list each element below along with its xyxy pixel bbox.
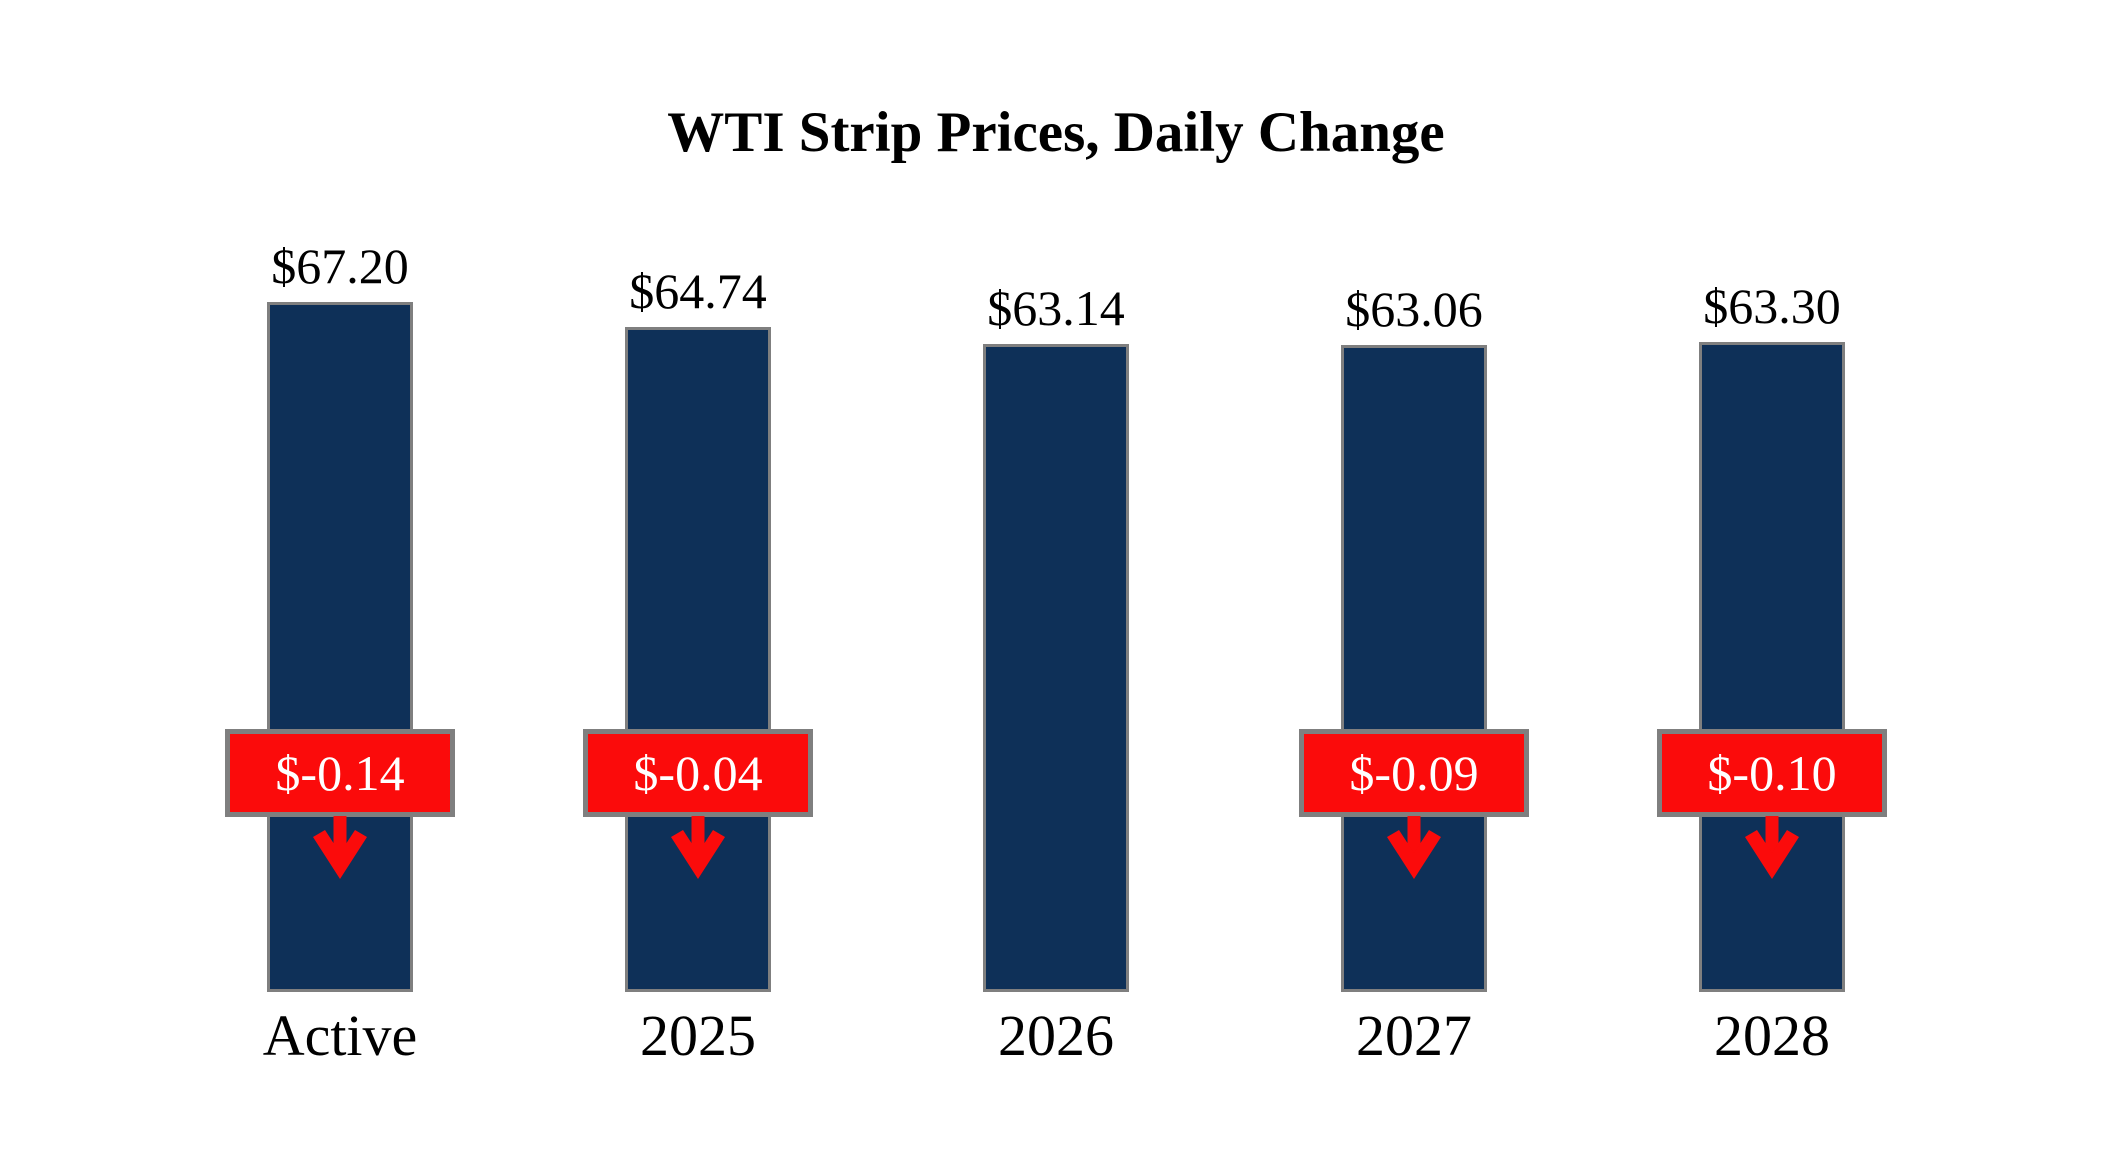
bar-2027 bbox=[1341, 345, 1487, 992]
daily-change-badge: $-0.04 bbox=[583, 729, 813, 817]
daily-change-badge: $-0.10 bbox=[1657, 729, 1887, 817]
down-arrow-icon bbox=[1387, 816, 1441, 879]
category-label-active: Active bbox=[262, 1003, 418, 1068]
bar-value-label: $64.74 bbox=[629, 263, 767, 319]
down-arrow-icon bbox=[1745, 816, 1799, 879]
bar-2025 bbox=[625, 327, 771, 992]
bar-value-label: $63.14 bbox=[987, 280, 1125, 336]
daily-change-badge: $-0.14 bbox=[225, 729, 455, 817]
chart-title: WTI Strip Prices, Daily Change bbox=[667, 101, 1445, 164]
bar-value-label: $67.20 bbox=[271, 238, 409, 294]
category-label-2026: 2026 bbox=[998, 1003, 1114, 1068]
bar-active bbox=[267, 302, 413, 992]
bar-value-label: $63.06 bbox=[1345, 281, 1483, 337]
bar-2028 bbox=[1699, 342, 1845, 992]
bar-2026 bbox=[983, 344, 1129, 992]
down-arrow-icon bbox=[313, 816, 367, 879]
category-label-2027: 2027 bbox=[1356, 1003, 1472, 1068]
down-arrow-icon bbox=[671, 816, 725, 879]
bar-value-label: $63.30 bbox=[1703, 278, 1841, 334]
category-label-2025: 2025 bbox=[640, 1003, 756, 1068]
daily-change-badge: $-0.09 bbox=[1299, 729, 1529, 817]
category-label-2028: 2028 bbox=[1714, 1003, 1830, 1068]
